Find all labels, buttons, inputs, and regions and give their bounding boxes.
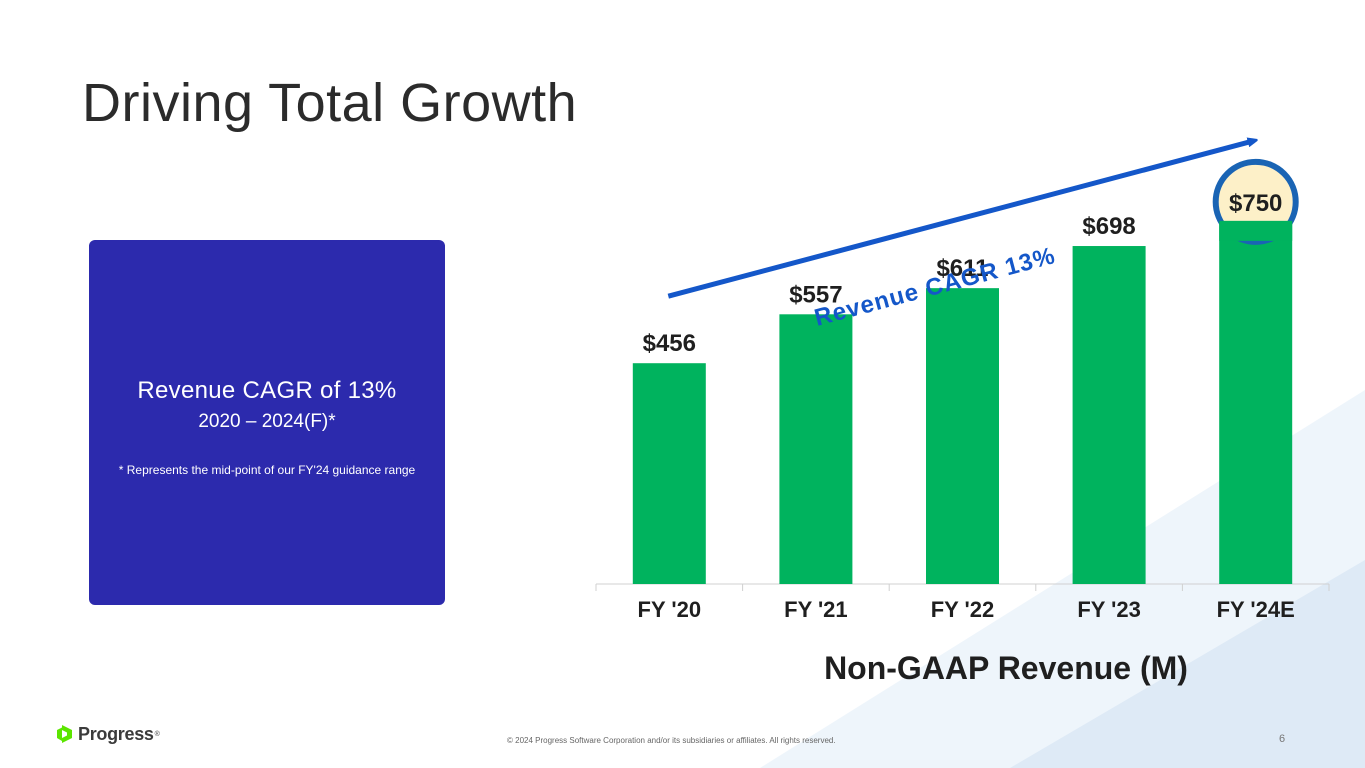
callout-subtitle: 2020 – 2024(F)* [198,411,336,432]
x-tick-label: FY '23 [1077,597,1141,622]
x-axis-label: Non-GAAP Revenue (M) [824,650,1188,686]
data-label: $456 [643,330,696,357]
data-label: $698 [1082,213,1135,240]
progress-logo-text: Progress [78,723,154,744]
bar-fy20 [632,363,706,584]
progress-logo: Progress ® [56,723,160,745]
x-tick-label: FY '24E [1217,597,1295,622]
x-tick-label: FY '20 [638,597,702,622]
registered-mark: ® [154,730,160,738]
data-label: $750 [1229,190,1282,217]
data-label: $611 [936,255,988,282]
cagr-trend-arrow [667,141,1253,299]
x-tick-label: FY '21 [784,597,848,622]
callout-footnote: * Represents the mid-point of our FY'24 … [118,463,416,477]
slide-title: Driving Total Growth [82,73,578,133]
callout-headline: Revenue CAGR of 13% [137,377,397,404]
page-number: 6 [1279,733,1286,745]
bar-fy23 [1072,246,1146,585]
bar-fy21 [779,314,853,584]
cagr-callout-box: Revenue CAGR of 13% 2020 – 2024(F)* * Re… [89,240,445,605]
bar-fy24e [1219,220,1293,584]
bar-fy22 [926,288,999,584]
progress-logo-icon [57,725,72,743]
copyright-notice: © 2024 Progress Software Corporation and… [507,736,836,745]
data-label: $557 [789,281,842,308]
x-tick-label: FY '22 [931,597,995,622]
bar-cap [1219,220,1293,241]
